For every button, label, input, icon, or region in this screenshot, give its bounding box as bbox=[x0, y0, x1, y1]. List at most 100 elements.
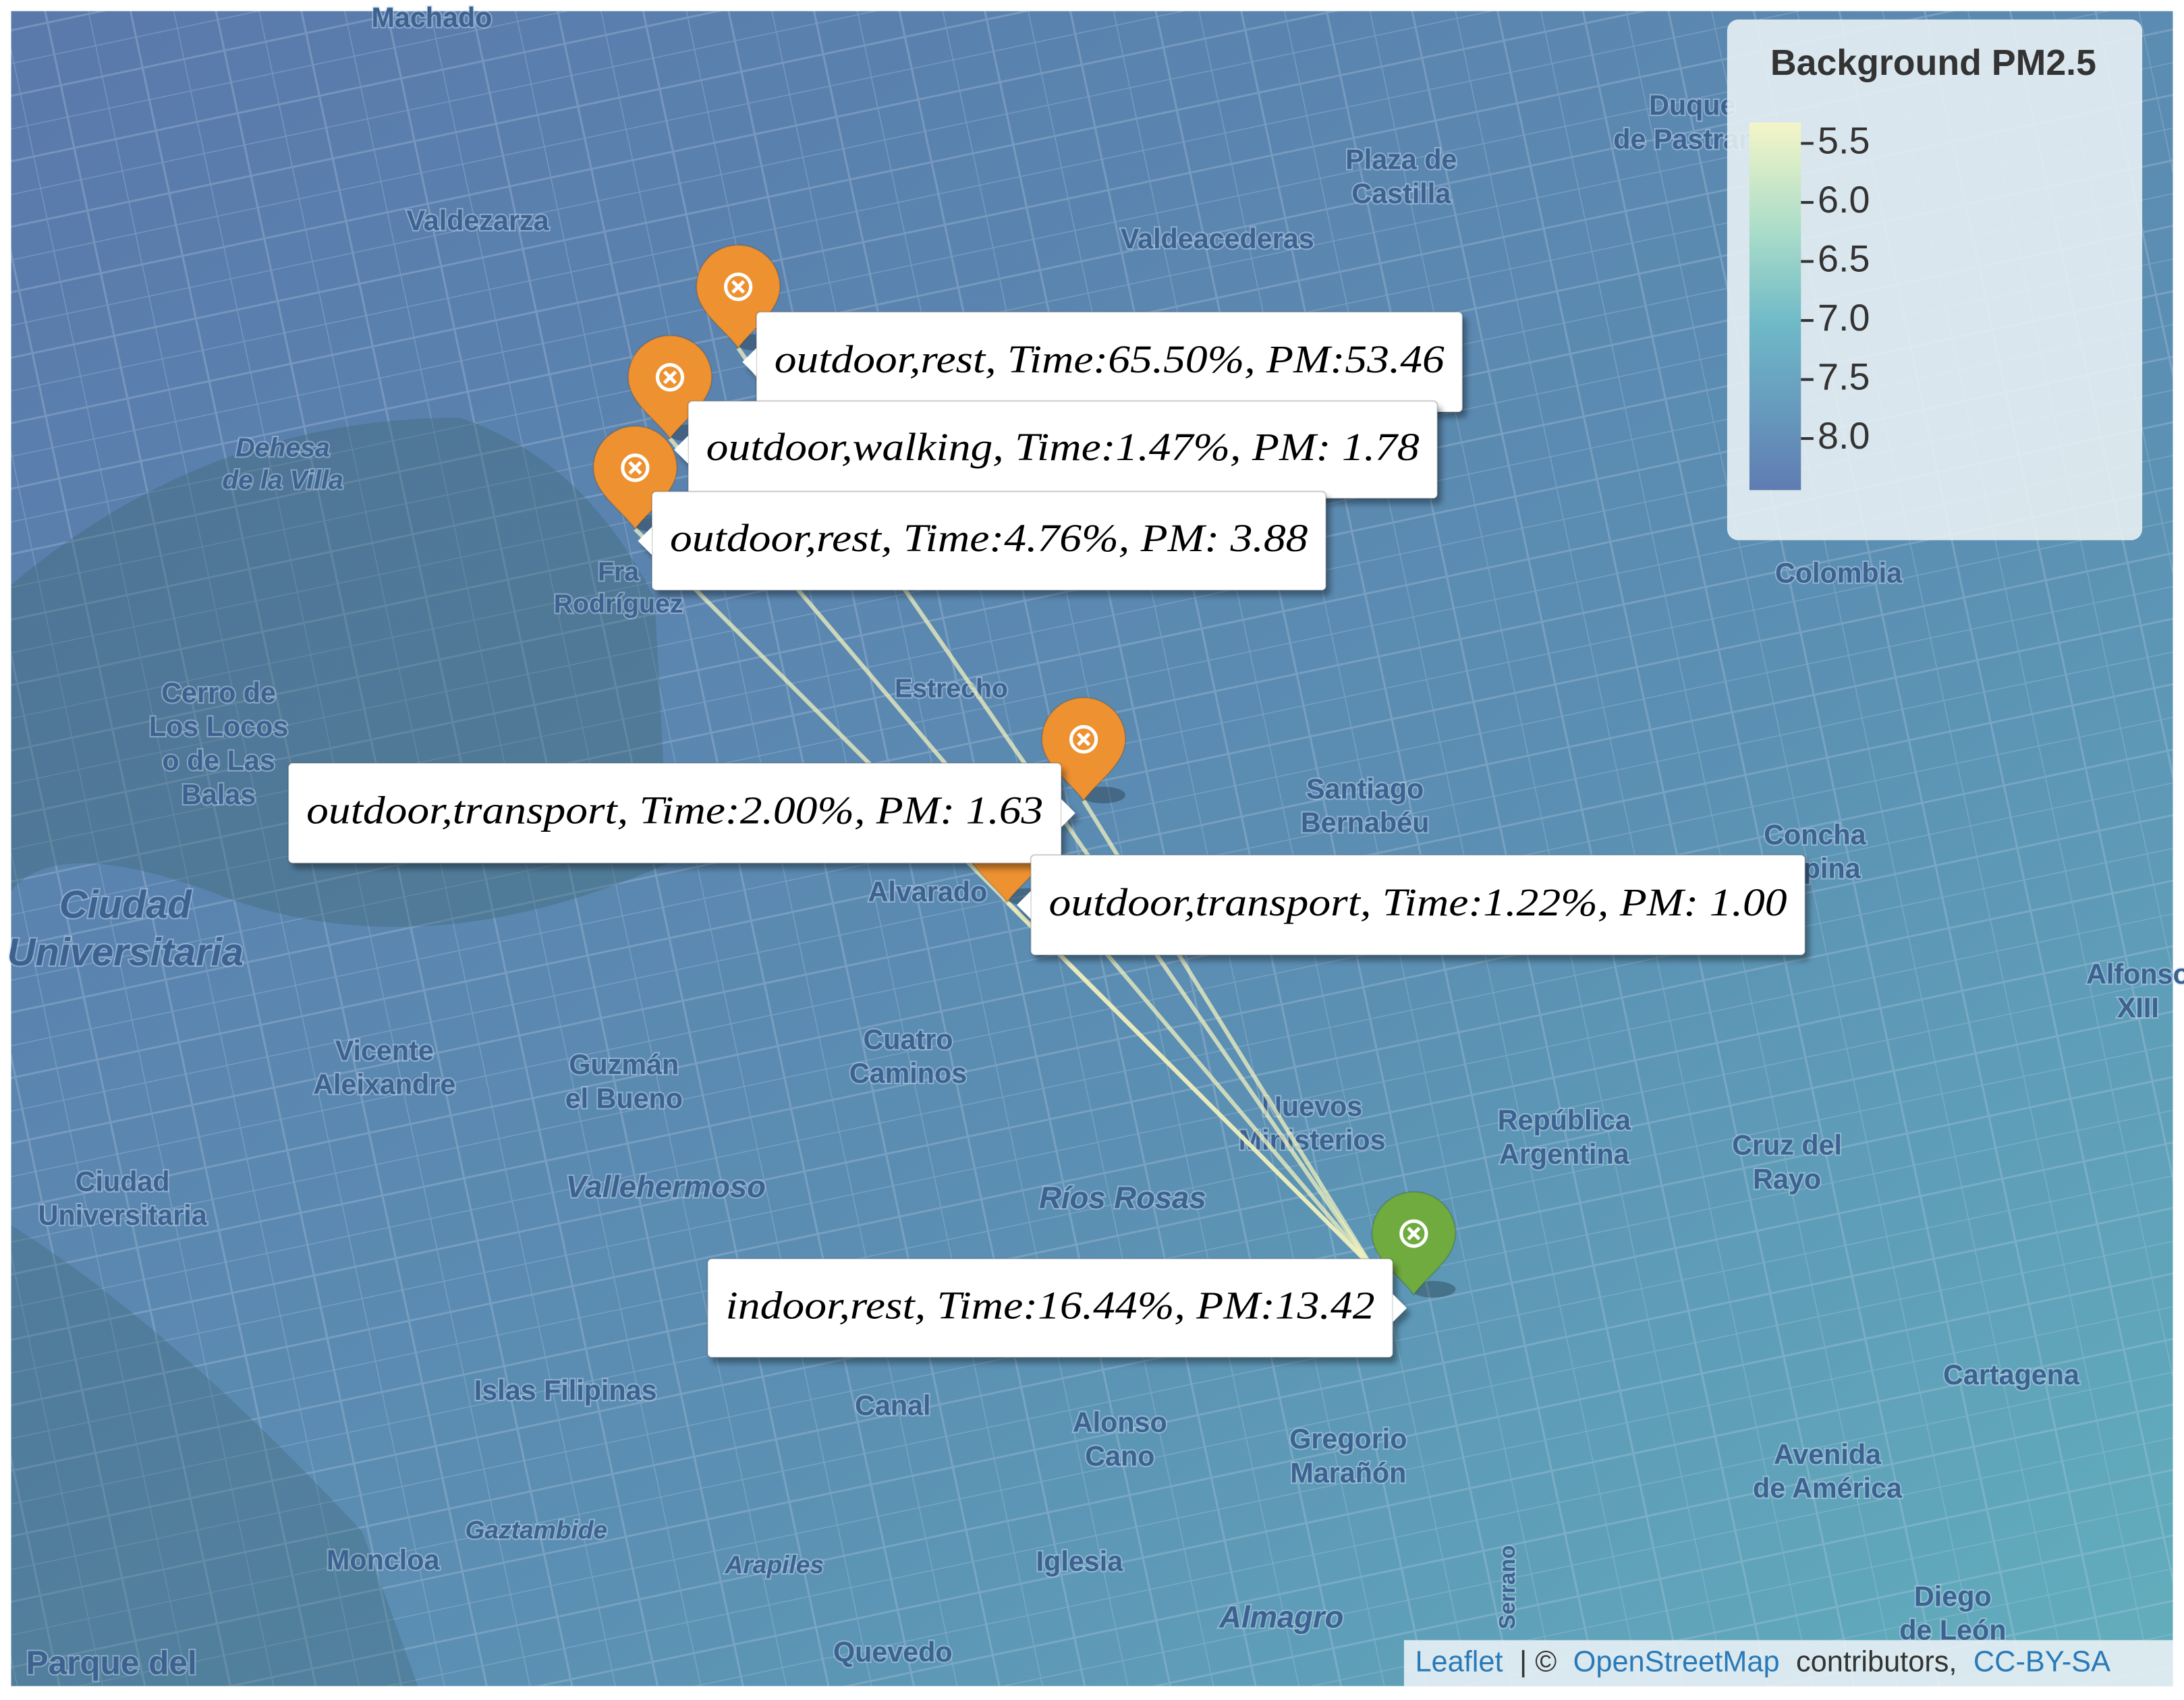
legend-tick-label: 7.5 bbox=[1818, 356, 1870, 397]
place-label-line: Iglesia bbox=[1036, 1546, 1124, 1577]
attribution-contributors: contributors, bbox=[1796, 1646, 1957, 1678]
place-label-line: Alvarado bbox=[868, 876, 988, 907]
pin-body bbox=[1041, 696, 1127, 802]
tooltip-pointer bbox=[742, 347, 756, 376]
osm-link[interactable]: OpenStreetMap bbox=[1573, 1646, 1780, 1678]
tooltip-pointer bbox=[674, 435, 688, 464]
pin-icon-x bbox=[1407, 1226, 1421, 1241]
tooltip-text: indoor,rest, Time:16.44%, PM:13.42 bbox=[726, 1284, 1375, 1327]
place-label: Quevedo bbox=[833, 1637, 953, 1668]
license-link[interactable]: CC-BY-SA bbox=[1973, 1646, 2110, 1678]
place-label-line: Valdezarza bbox=[407, 205, 550, 236]
place-label-line: Caminos bbox=[849, 1058, 967, 1089]
place-label: Avenida de América bbox=[1753, 1439, 1903, 1504]
place-label-line: Fra bbox=[598, 558, 640, 587]
marker-tooltip: outdoor,walking, Time:1.47%, PM: 1.78 bbox=[674, 400, 1438, 499]
place-label: Arapiles bbox=[725, 1550, 824, 1579]
place-label: Ciudad Universitaria bbox=[38, 1166, 208, 1230]
marker-pin[interactable] bbox=[1041, 696, 1127, 803]
leaflet-link[interactable]: Leaflet bbox=[1415, 1646, 1503, 1678]
legend-tick-label: 5.5 bbox=[1818, 119, 1870, 161]
place-label-line: Diego bbox=[1914, 1581, 1992, 1612]
color-bar bbox=[1749, 122, 1801, 490]
tooltip-text: outdoor,transport, Time:1.22%, PM: 1.00 bbox=[1049, 881, 1787, 924]
place-label-line: Estrecho bbox=[895, 675, 1008, 704]
place-label-line: Almagro bbox=[1219, 1599, 1343, 1634]
legend-title: Background PM2.5 bbox=[1770, 42, 2096, 83]
legend-tick-label: 8.0 bbox=[1818, 415, 1870, 457]
place-label-line: Colombia bbox=[1775, 557, 1903, 588]
place-label-line: Alonso bbox=[1073, 1407, 1167, 1438]
legend-box bbox=[1727, 19, 2143, 540]
place-label: Cuatro Caminos bbox=[849, 1024, 967, 1089]
place-label-line: XIII bbox=[2117, 992, 2159, 1023]
pin-icon bbox=[655, 363, 685, 392]
place-label: Iglesia bbox=[1036, 1546, 1124, 1577]
place-label-line: Canal bbox=[855, 1390, 930, 1421]
tooltip-text: outdoor,walking, Time:1.47%, PM: 1.78 bbox=[706, 426, 1420, 469]
attribution-box bbox=[1403, 1640, 2173, 1687]
place-label-line: Castilla bbox=[1351, 178, 1451, 209]
place-label-line: Los Locos bbox=[149, 711, 288, 742]
pin-shadow bbox=[1080, 787, 1126, 803]
place-label: Plaza de Castilla bbox=[1345, 144, 1457, 208]
place-label-line: el Bueno bbox=[565, 1083, 683, 1114]
place-label: Serrano bbox=[1494, 1545, 1519, 1629]
tooltip-pointer bbox=[638, 527, 652, 555]
place-label: Vicente Aleixandre bbox=[313, 1035, 455, 1100]
place-label-line: Argentina bbox=[1499, 1139, 1630, 1170]
place-label-line: Cruz del bbox=[1732, 1130, 1842, 1161]
place-label-line: Ciudad bbox=[59, 884, 193, 927]
marker-tooltip: outdoor,rest, Time:4.76%, PM: 3.88 bbox=[638, 490, 1327, 592]
place-label-line: Vallehermoso bbox=[566, 1170, 766, 1204]
place-label-line: Islas Filipinas bbox=[474, 1375, 657, 1406]
place-label: Dehesa de la Villa bbox=[222, 434, 343, 495]
place-label-line: Plaza de bbox=[1345, 144, 1457, 175]
place-label-line: Duque bbox=[1649, 90, 1735, 121]
place-label: Alvarado bbox=[868, 876, 988, 907]
place-label-line: Valdeacederas bbox=[1121, 223, 1314, 254]
place-label-line: Machado bbox=[372, 2, 493, 33]
place-label-line: Rodríguez bbox=[554, 590, 683, 619]
place-label-line: Gregorio bbox=[1289, 1423, 1407, 1454]
place-label: Fra Rodríguez bbox=[554, 558, 683, 619]
route-line bbox=[1005, 901, 1374, 1269]
place-label: Cruz del Rayo bbox=[1732, 1130, 1842, 1195]
place-label: República Argentina bbox=[1498, 1104, 1631, 1169]
place-label-line: Santiago bbox=[1306, 773, 1424, 804]
pin-icon bbox=[1399, 1219, 1428, 1248]
place-label-line: Ministerios bbox=[1239, 1125, 1386, 1156]
place-label: Ríos Rosas bbox=[1039, 1181, 1206, 1215]
pin-icon bbox=[723, 273, 753, 302]
place-label-line: Ciudad bbox=[76, 1166, 170, 1197]
place-label-line: Aleixandre bbox=[313, 1069, 455, 1100]
place-label: Alfonso XIII bbox=[2086, 959, 2184, 1023]
place-label-line: Avenida bbox=[1774, 1439, 1882, 1470]
pin-icon-x bbox=[628, 461, 642, 475]
place-label: Islas Filipinas bbox=[474, 1375, 657, 1406]
place-label-line: Ríos Rosas bbox=[1039, 1181, 1206, 1215]
place-label-line: Parque del bbox=[26, 1644, 197, 1681]
place-label: Vallehermoso bbox=[566, 1170, 766, 1204]
place-label: Almagro bbox=[1219, 1599, 1343, 1634]
tooltip-text: outdoor,rest, Time:4.76%, PM: 3.88 bbox=[670, 517, 1308, 560]
place-label: Estrecho bbox=[895, 675, 1008, 704]
place-label: Gaztambide bbox=[466, 1515, 608, 1543]
pin-icon bbox=[1069, 725, 1098, 754]
place-label-line: Moncloa bbox=[327, 1545, 440, 1576]
pin-icon-x bbox=[1077, 732, 1091, 747]
marker-tooltip: outdoor,rest, Time:65.50%, PM:53.46 bbox=[742, 311, 1463, 413]
place-label: Alonso Cano bbox=[1073, 1407, 1167, 1471]
attribution-text: Leaflet | © OpenStreetMap contributors, … bbox=[1415, 1646, 2110, 1678]
place-label: Santiago Bernabéu bbox=[1301, 773, 1429, 838]
place-label-line: Gaztambide bbox=[466, 1515, 608, 1543]
attribution-separator: | © bbox=[1519, 1646, 1557, 1678]
place-label-line: Bernabéu bbox=[1301, 808, 1429, 839]
pin-shadow bbox=[1411, 1280, 1456, 1298]
place-label-line: de América bbox=[1753, 1473, 1903, 1504]
tooltip-pointer bbox=[1393, 1294, 1407, 1322]
place-label-line: Dehesa bbox=[235, 434, 330, 463]
pin-icon-x bbox=[663, 370, 677, 385]
place-label-line: Cartagena bbox=[1943, 1359, 2080, 1390]
markers: outdoor,rest, Time:65.50%, PM:53.46 outdo… bbox=[287, 244, 1806, 1359]
